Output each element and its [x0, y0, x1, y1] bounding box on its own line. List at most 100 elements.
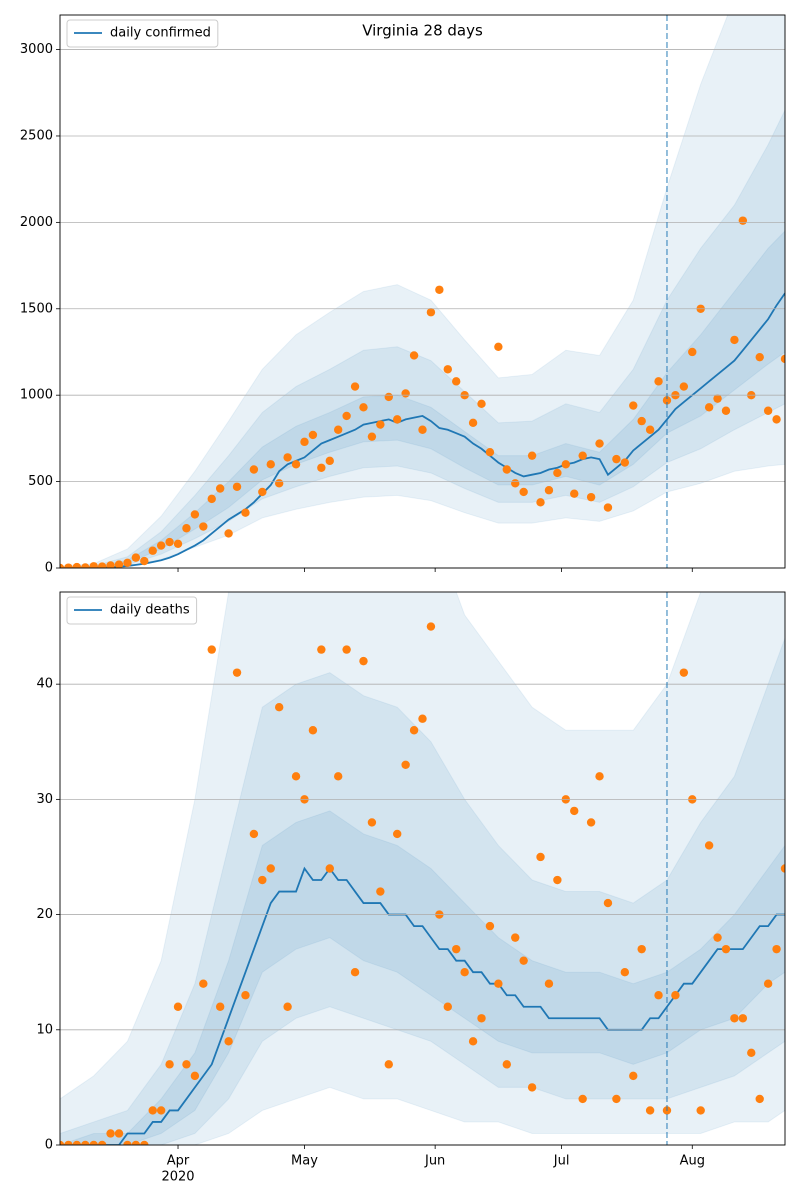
- observed-point: [426, 308, 436, 317]
- legend: daily confirmed: [66, 19, 219, 48]
- observed-point: [485, 921, 495, 931]
- observed-point: [342, 645, 351, 654]
- observed-point: [443, 365, 452, 374]
- x-tick-label: May: [291, 1154, 318, 1169]
- legend-label: daily deaths: [110, 603, 190, 618]
- observed-point: [64, 563, 73, 568]
- observed-point: [452, 944, 461, 954]
- observed-point: [317, 645, 326, 654]
- observed-point: [671, 991, 680, 1000]
- plot-area: [60, 592, 785, 1145]
- observed-point: [140, 556, 149, 566]
- observed-point: [308, 726, 318, 735]
- observed-point: [182, 1060, 191, 1069]
- observed-point: [64, 1140, 73, 1145]
- legend: daily deaths: [66, 596, 198, 625]
- observed-point: [603, 898, 613, 908]
- observed-point: [106, 561, 115, 568]
- observed-point: [274, 703, 284, 712]
- y-tick-label: 10: [36, 1022, 53, 1037]
- observed-point: [679, 668, 689, 677]
- observed-point: [629, 401, 638, 410]
- observed-point: [519, 956, 528, 965]
- observed-point: [232, 668, 242, 677]
- observed-point: [502, 465, 512, 474]
- y-tick-label: 1000: [20, 388, 53, 403]
- observed-point: [511, 479, 520, 488]
- observed-point: [721, 944, 731, 954]
- y-tick-label: 20: [36, 907, 53, 922]
- observed-point: [131, 1140, 141, 1145]
- observed-point: [704, 841, 714, 850]
- observed-point: [274, 479, 284, 488]
- observed-point: [72, 1140, 82, 1145]
- observed-point: [60, 563, 65, 568]
- uncertainty-band: [60, 810, 785, 1145]
- observed-point: [173, 539, 183, 549]
- observed-point: [570, 489, 579, 498]
- axes-frame: [59, 591, 786, 1146]
- observed-point: [165, 537, 174, 547]
- observed-point: [241, 508, 250, 517]
- observed-point: [266, 460, 275, 469]
- observed-point: [435, 285, 444, 294]
- observed-point: [645, 425, 655, 434]
- observed-point: [359, 403, 368, 412]
- observed-point: [384, 1060, 393, 1069]
- data-line: [60, 866, 785, 1145]
- observed-point: [494, 342, 503, 351]
- observed-point: [232, 482, 242, 491]
- observed-point: [215, 484, 225, 493]
- observed-point: [249, 829, 259, 839]
- observed-point: [190, 510, 200, 519]
- observed-point: [333, 772, 343, 781]
- observed-point: [620, 967, 630, 977]
- observed-point: [603, 503, 613, 512]
- observed-point: [755, 352, 764, 362]
- x-tick-sublabel: 2020: [161, 1170, 194, 1185]
- observed-point: [468, 418, 478, 428]
- observed-point: [443, 1002, 452, 1011]
- observed-point: [140, 1140, 149, 1145]
- observed-point: [291, 460, 301, 469]
- observed-point: [190, 1071, 200, 1081]
- observed-point: [763, 406, 773, 415]
- observed-point: [553, 468, 562, 478]
- observed-point: [384, 392, 393, 402]
- x-tick-label: Jul: [553, 1154, 570, 1169]
- observed-point: [182, 524, 191, 533]
- uncertainty-band: [60, 637, 785, 1145]
- observed-point: [89, 1140, 98, 1145]
- observed-point: [393, 829, 402, 839]
- observed-point: [376, 420, 385, 429]
- observed-point: [704, 403, 714, 412]
- observed-point: [485, 448, 495, 457]
- observed-point: [60, 1140, 65, 1145]
- plot-area: [60, 15, 785, 568]
- observed-point: [114, 1129, 124, 1138]
- observed-point: [317, 463, 326, 472]
- y-tick-label: 2000: [20, 215, 53, 230]
- observed-point: [730, 1014, 739, 1023]
- uncertainty-band: [60, 230, 785, 568]
- observed-point: [721, 406, 731, 415]
- observed-point: [511, 933, 520, 942]
- observed-point: [570, 806, 579, 816]
- observed-point: [494, 979, 503, 988]
- observed-point: [367, 818, 377, 827]
- observed-point: [283, 453, 292, 462]
- observed-point: [679, 382, 689, 391]
- observed-point: [637, 416, 646, 426]
- observed-point: [97, 562, 107, 568]
- observed-point: [207, 494, 216, 504]
- observed-point: [460, 967, 469, 977]
- observed-point: [123, 1140, 132, 1145]
- observed-point: [527, 1083, 537, 1092]
- observed-point: [477, 1014, 486, 1023]
- observed-point: [561, 460, 571, 469]
- observed-point: [283, 1002, 292, 1011]
- observed-point: [772, 944, 781, 954]
- observed-point: [612, 1094, 621, 1104]
- observed-point: [156, 1106, 166, 1115]
